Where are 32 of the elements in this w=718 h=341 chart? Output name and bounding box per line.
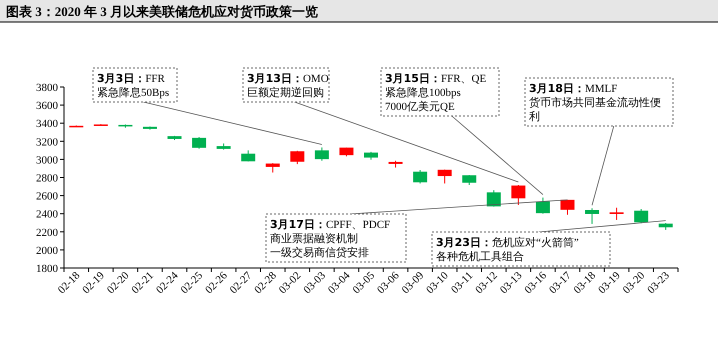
annotation: 3月3日：FFR 紧急降息50Bps	[97, 72, 170, 99]
y-tick-label: 3800	[36, 82, 58, 94]
candlestick	[290, 150, 304, 165]
candlestick	[486, 190, 501, 208]
candlestick	[536, 197, 550, 214]
y-tick-label: 3000	[36, 154, 58, 166]
y-tick-label: 2200	[36, 226, 58, 239]
y-tick-label: 2800	[36, 172, 58, 184]
annotation: 3月18日：MMLF 货币市场共同基金流动性便利	[529, 82, 661, 123]
candlestick	[462, 174, 476, 186]
y-tick-label: 3200	[36, 136, 58, 148]
annotation: 3月17日：CPFF、PDCF 商业票据融资机制一级交易商信贷安排	[270, 218, 390, 259]
y-tick-label: 3600	[36, 100, 58, 112]
y-tick-label: 2400	[36, 208, 58, 221]
chart-title: 图表 3：2020 年 3 月以来美联储危机应对货币政策一览	[6, 4, 318, 19]
candlestick	[413, 169, 428, 184]
candlestick	[438, 169, 452, 184]
y-tick-label: 2600	[36, 190, 58, 203]
candlestick	[610, 207, 624, 220]
candlestick	[511, 184, 526, 206]
candlestick	[314, 146, 329, 162]
y-tick-label: 1800	[36, 263, 58, 275]
candlestick	[266, 162, 280, 174]
y-tick-label: 3400	[36, 118, 58, 130]
y-tick-label: 2000	[36, 244, 58, 257]
candlestick	[241, 150, 256, 162]
candlestick	[585, 208, 600, 224]
annotation: 3月23日：危机应对“火箭筒” 各种危机工具组合	[436, 236, 579, 263]
annotation: 3月13日：OMO 巨额定期逆回购	[247, 72, 329, 99]
annotation: 3月15日：FFR、QE 紧急降息100bps 7000亿美元QE	[385, 72, 486, 113]
candlestick	[634, 208, 648, 224]
candlestick	[560, 199, 574, 216]
